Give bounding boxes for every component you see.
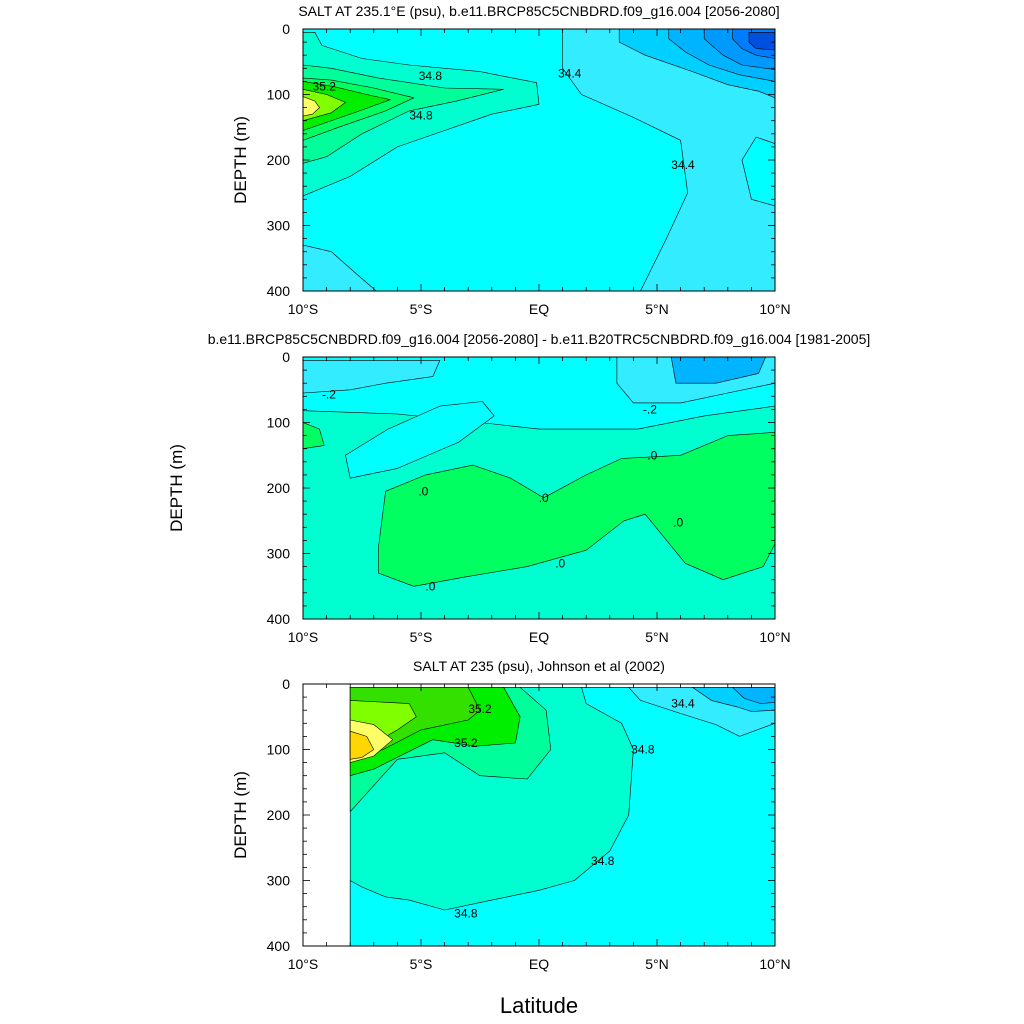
- x-tick-label: EQ: [529, 956, 549, 972]
- contour-region: [378, 431, 775, 587]
- x-tick-label: 10°S: [288, 956, 319, 972]
- contour-region: [349, 686, 775, 946]
- contour-label: .0: [418, 484, 428, 498]
- contour-region: [670, 357, 766, 384]
- contour-region: [748, 31, 775, 51]
- x-tick-label: 5°N: [645, 301, 669, 317]
- contour-label: 34.8: [419, 69, 443, 83]
- contour-label: 34.4: [671, 697, 695, 711]
- x-tick-label: 10°S: [288, 301, 319, 317]
- y-tick-label: 100: [267, 742, 291, 758]
- y-tick-label: 300: [267, 546, 291, 562]
- x-tick-label: 10°N: [759, 629, 790, 645]
- panel-salinity-difference: -.2 -.2 .0 .0 .0 .0 .0 .0 10°S 5°S EQ 5°N 10°N 0 100 20…: [167, 331, 870, 645]
- contour-label: 35.2: [313, 80, 337, 94]
- contour-label: 35.2: [454, 736, 478, 750]
- contour-field: 35.2 34.8 34.8 34.4 34.4: [303, 29, 775, 291]
- contour-label: .0: [425, 579, 435, 593]
- x-axis-label: Latitude: [500, 993, 578, 1018]
- contour-label: 34.8: [454, 906, 478, 920]
- contour-label: .0: [647, 448, 657, 462]
- contour-label: .0: [539, 491, 549, 505]
- contour-label: .0: [555, 556, 565, 570]
- y-tick-label: 400: [267, 283, 291, 299]
- y-axis-label: DEPTH (m): [167, 444, 186, 532]
- contour-region: [732, 686, 775, 704]
- contour-label: .0: [673, 516, 683, 530]
- panel-model-salinity: 35.2 34.8 34.8 34.4 34.4 10°S 5°S EQ 5°N 10°N 0 100…: [231, 3, 791, 317]
- y-tick-label: 100: [267, 87, 291, 103]
- contour-field: 35.2 35.2 34.4 34.8 34.8 34.8: [349, 686, 775, 946]
- contour-label: -.2: [322, 387, 336, 401]
- contour-region: [345, 401, 495, 479]
- x-tick-label: 5°S: [410, 301, 433, 317]
- x-tick-label: 10°N: [759, 956, 790, 972]
- contour-label: 34.8: [591, 854, 615, 868]
- x-tick-label: 5°N: [645, 956, 669, 972]
- y-tick-label: 0: [282, 21, 290, 37]
- y-tick-label: 0: [282, 349, 290, 365]
- contour-region: [303, 359, 441, 394]
- contour-label: 34.8: [631, 743, 655, 757]
- contour-region: [303, 244, 377, 291]
- y-tick-label: 100: [267, 415, 291, 431]
- panel-title: b.e11.BRCP85C5CNBDRD.f09_g16.004 [2056-2…: [208, 331, 871, 347]
- y-tick-label: 400: [267, 938, 291, 954]
- x-tick-label: 5°S: [410, 956, 433, 972]
- contour-label: 34.4: [671, 158, 695, 172]
- x-tick-label: 5°N: [645, 629, 669, 645]
- contour-region: [303, 96, 320, 117]
- contour-region: [303, 422, 325, 450]
- y-axis-label: DEPTH (m): [231, 116, 250, 204]
- panel-title: SALT AT 235 (psu), Johnson et al (2002): [413, 658, 665, 674]
- y-tick-label: 300: [267, 873, 291, 889]
- y-tick-label: 200: [267, 480, 291, 496]
- contour-label: 34.8: [409, 108, 433, 122]
- contour-region: [303, 81, 391, 131]
- contour-label: -.2: [643, 402, 657, 416]
- contour-region: [349, 730, 375, 760]
- y-tick-label: 300: [267, 218, 291, 234]
- contour-region: [562, 29, 775, 291]
- contour-region: [303, 31, 540, 197]
- x-tick-label: 10°N: [759, 301, 790, 317]
- contour-label: 35.2: [468, 702, 492, 716]
- contour-field: -.2 -.2 .0 .0 .0 .0 .0 .0: [303, 357, 775, 619]
- panel-observed-salinity: 35.2 35.2 34.4 34.8 34.8 34.8 10°S 5°S EQ 5°N 10°N…: [231, 658, 791, 972]
- y-tick-label: 400: [267, 611, 291, 627]
- y-tick-label: 200: [267, 807, 291, 823]
- x-tick-label: EQ: [529, 629, 549, 645]
- x-tick-label: 5°S: [410, 629, 433, 645]
- x-tick-label: 10°S: [288, 629, 319, 645]
- y-tick-label: 200: [267, 152, 291, 168]
- y-axis-label: DEPTH (m): [231, 771, 250, 859]
- x-tick-label: EQ: [529, 301, 549, 317]
- contour-label: 34.4: [558, 67, 582, 81]
- panel-title: SALT AT 235.1°E (psu), b.e11.BRCP85C5CNB…: [298, 3, 779, 19]
- y-tick-label: 0: [282, 676, 290, 692]
